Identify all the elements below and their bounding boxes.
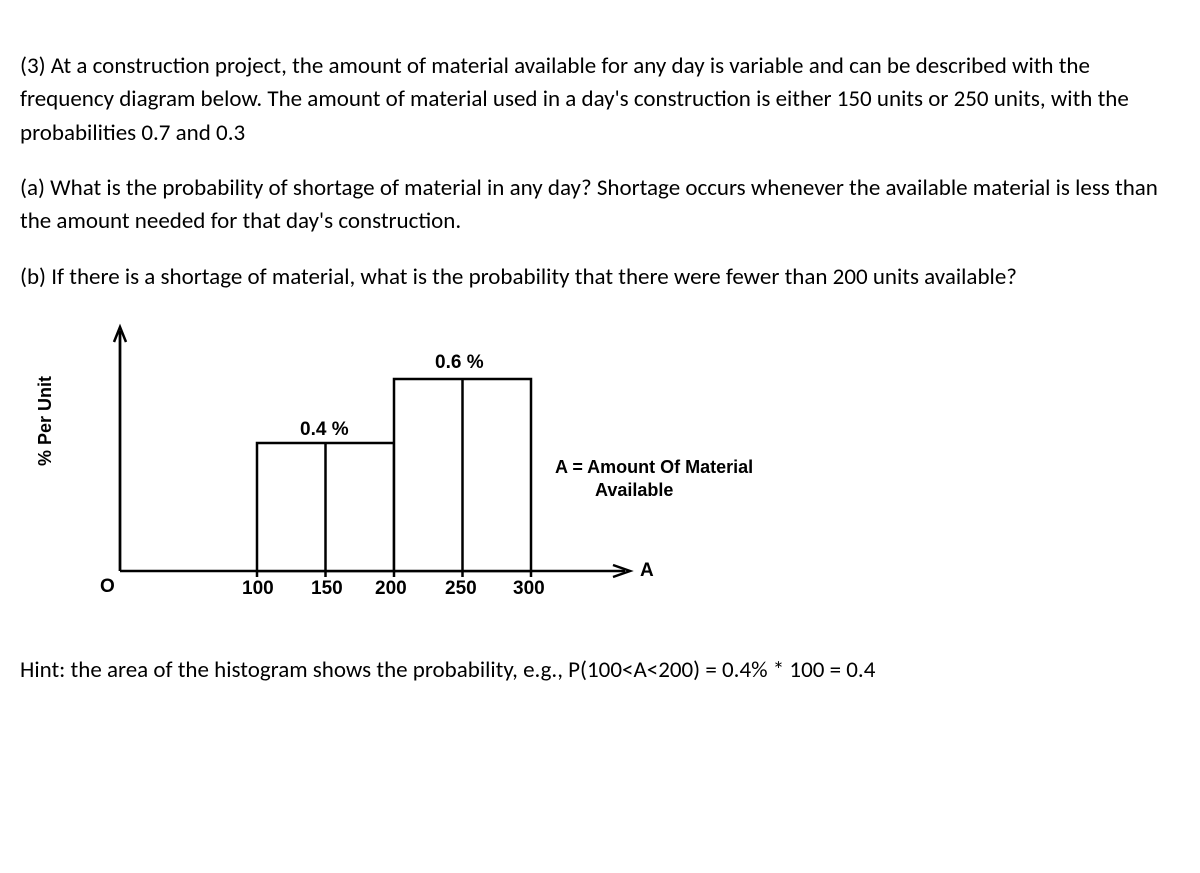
xtick-0: 100 (242, 578, 274, 599)
x-axis-label: A (640, 560, 654, 581)
frequency-histogram: % Per Unit (65, 316, 765, 626)
bar1-label: 0.4 % (300, 419, 349, 440)
hint-text: Hint: the area of the histogram shows th… (20, 656, 1180, 684)
xtick-1: 150 (311, 578, 343, 599)
question-intro: (3) At a construction project, the amoun… (20, 50, 1180, 150)
bar2-label: 0.6 % (435, 352, 484, 373)
xtick-2: 200 (375, 578, 407, 599)
legend-line2: Available (595, 479, 673, 502)
xtick-3: 250 (445, 578, 477, 599)
y-axis-label: % Per Unit (35, 376, 56, 466)
origin-label: O (100, 576, 115, 597)
question-part-a: (a) What is the probability of shortage … (20, 172, 1180, 239)
question-part-b: (b) If there is a shortage of material, … (20, 261, 1180, 294)
xtick-4: 300 (513, 578, 545, 599)
legend-line1: A = Amount Of Material (555, 456, 753, 479)
